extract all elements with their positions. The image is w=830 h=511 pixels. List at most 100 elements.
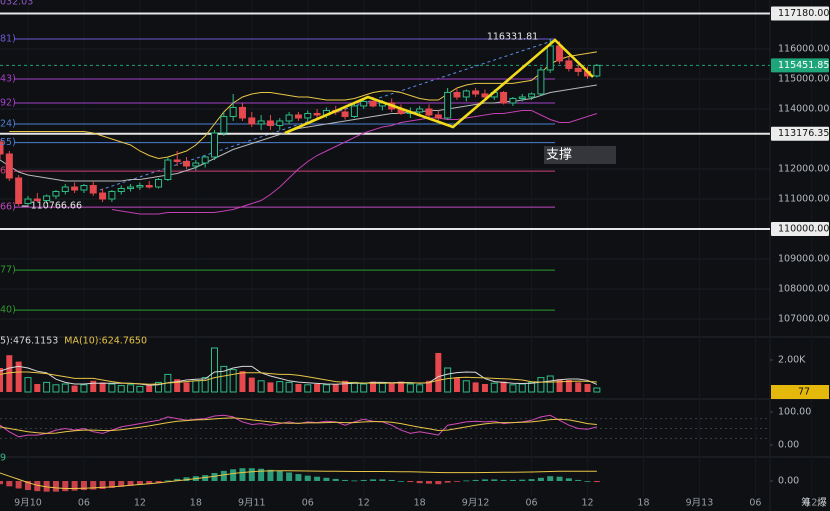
bar bbox=[351, 480, 358, 482]
bar bbox=[444, 367, 452, 393]
bar bbox=[370, 479, 377, 481]
level-label: 6) bbox=[0, 166, 10, 177]
candle-body bbox=[528, 93, 536, 98]
bar bbox=[127, 384, 135, 393]
bar bbox=[556, 379, 563, 392]
bar bbox=[304, 384, 312, 393]
indicator-line bbox=[0, 365, 598, 386]
bar bbox=[183, 477, 190, 481]
indicator-line bbox=[9, 51, 597, 160]
bar bbox=[537, 477, 544, 481]
bar bbox=[118, 481, 125, 487]
bar bbox=[286, 472, 293, 481]
bar bbox=[62, 481, 69, 492]
y-tick-label: 0.00 bbox=[778, 476, 799, 487]
bar bbox=[43, 381, 51, 393]
bar bbox=[211, 473, 218, 481]
bar bbox=[52, 481, 59, 492]
bar bbox=[518, 383, 526, 393]
bar bbox=[398, 381, 405, 392]
bar bbox=[378, 382, 386, 393]
x-tick-label: 18 bbox=[637, 498, 649, 509]
x-tick-label: 06 bbox=[749, 498, 761, 509]
bar bbox=[90, 481, 97, 490]
bar bbox=[500, 381, 507, 392]
bar bbox=[267, 469, 274, 481]
bar bbox=[80, 384, 88, 393]
bar bbox=[388, 479, 395, 481]
bar bbox=[304, 475, 311, 481]
candle-body bbox=[164, 159, 172, 181]
candle-body bbox=[210, 132, 218, 158]
side-label: 9 bbox=[0, 453, 6, 464]
price-box bbox=[771, 6, 829, 21]
bar bbox=[99, 481, 106, 489]
badge-label: 77 bbox=[798, 387, 810, 398]
y-tick-label: 116000.00 bbox=[778, 43, 829, 54]
toolbar-label: 爆 bbox=[817, 497, 827, 509]
candle-body bbox=[294, 114, 302, 119]
bar bbox=[192, 380, 200, 393]
bar bbox=[547, 476, 554, 481]
x-tick-label: 12 bbox=[134, 498, 146, 509]
x-tick-label: 06 bbox=[526, 498, 538, 509]
candle-body bbox=[500, 91, 508, 104]
bar bbox=[52, 384, 60, 393]
candle-body bbox=[71, 186, 79, 191]
candle-body bbox=[462, 90, 470, 98]
candle-body bbox=[61, 186, 69, 193]
level-label: 40) bbox=[0, 305, 16, 316]
x-tick-label: 9月11 bbox=[238, 498, 266, 509]
bar bbox=[323, 477, 330, 481]
indicator-line bbox=[0, 371, 597, 385]
top-left-label: 032.03 bbox=[0, 0, 33, 8]
y-tick-label: 115000.00 bbox=[778, 73, 829, 84]
bar bbox=[136, 481, 143, 485]
bar bbox=[360, 479, 367, 481]
y-tick-label: 108000.00 bbox=[778, 284, 829, 295]
bar bbox=[593, 387, 601, 393]
bar bbox=[24, 377, 32, 393]
candle-body bbox=[565, 60, 573, 69]
indicator-line bbox=[0, 417, 597, 434]
candle-body bbox=[155, 179, 163, 188]
candle-body bbox=[33, 198, 41, 202]
candle-body bbox=[80, 185, 88, 191]
candle-body bbox=[89, 185, 97, 194]
bar bbox=[117, 385, 125, 393]
candle-body bbox=[117, 188, 125, 193]
bar bbox=[90, 380, 97, 392]
level-label: 24) bbox=[0, 118, 16, 129]
bar bbox=[230, 469, 237, 481]
low-annotation: 110766.66 bbox=[31, 201, 82, 212]
level-label: 66) bbox=[0, 202, 16, 213]
candle-body bbox=[248, 117, 256, 125]
candle-body bbox=[229, 106, 237, 117]
bar bbox=[575, 479, 582, 481]
bar bbox=[584, 384, 591, 392]
bar bbox=[342, 380, 349, 392]
bar bbox=[174, 478, 181, 481]
bar bbox=[267, 382, 274, 392]
bar bbox=[406, 383, 414, 393]
bar bbox=[370, 381, 377, 392]
bar bbox=[15, 481, 22, 489]
bar bbox=[332, 384, 339, 392]
bar bbox=[239, 468, 246, 481]
x-tick-label: 9月12 bbox=[462, 498, 490, 509]
bar bbox=[416, 481, 423, 484]
candle-body bbox=[425, 108, 433, 116]
note-box bbox=[544, 146, 616, 164]
candle-body bbox=[0, 141, 4, 155]
candle-body bbox=[52, 191, 60, 197]
bar bbox=[453, 481, 460, 482]
candle-body bbox=[369, 100, 377, 107]
y-tick-label: 109000.00 bbox=[778, 254, 829, 265]
bar bbox=[350, 381, 358, 393]
candle-body bbox=[285, 114, 293, 122]
bar bbox=[407, 481, 414, 483]
bar bbox=[15, 361, 22, 392]
bar bbox=[546, 375, 554, 393]
